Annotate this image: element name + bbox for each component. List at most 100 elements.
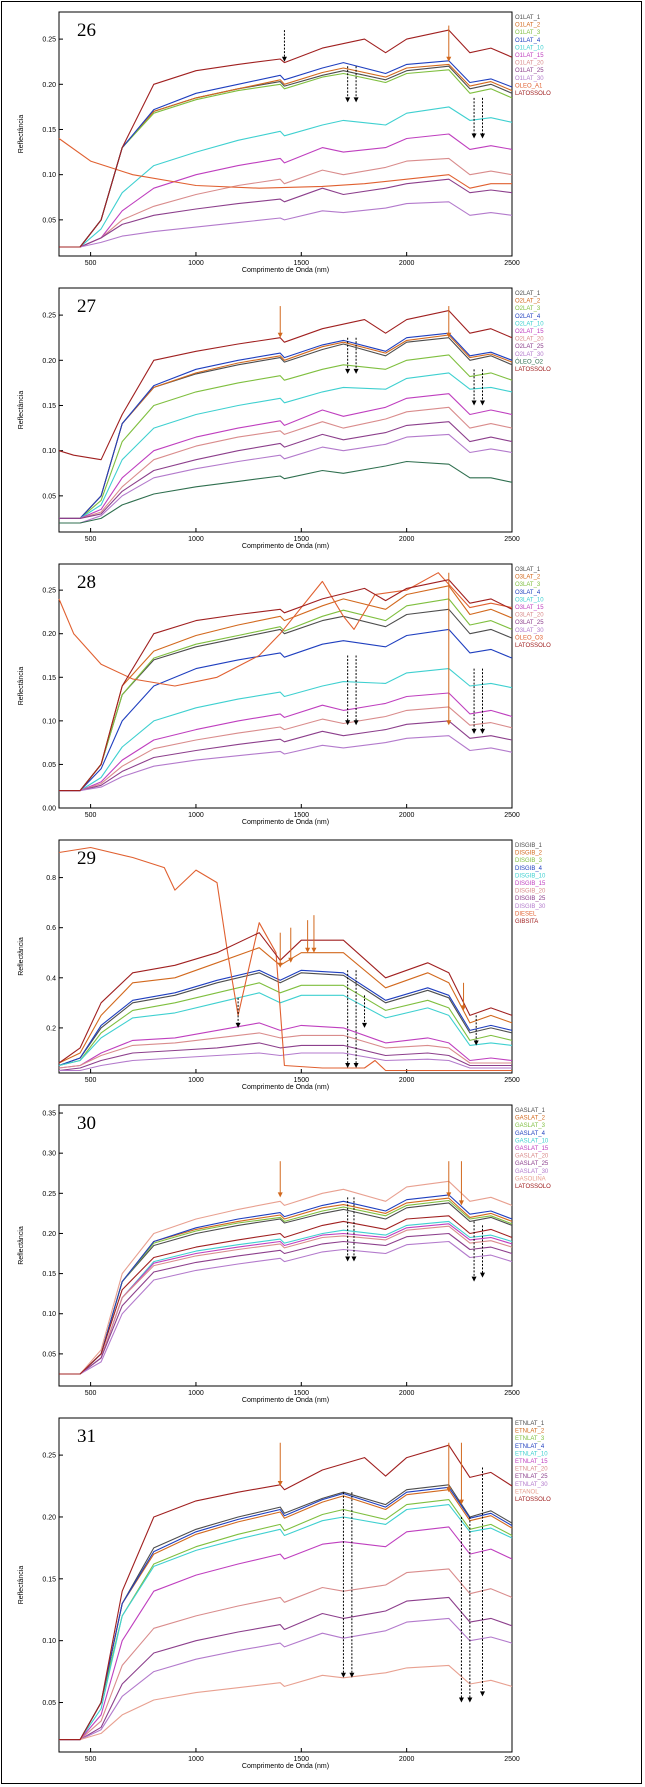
series-line-gaslat_25 <box>59 1234 512 1375</box>
y-tick-label: 0.25 <box>42 313 56 320</box>
legend-entry: GASLAT_2 <box>515 1116 546 1122</box>
y-tick-label: 0.30 <box>42 1151 56 1158</box>
annotation-arrow-head <box>345 1063 350 1068</box>
legend-entry: ETNLAT_2 <box>515 1429 545 1435</box>
legend-entry: O2LAT_15 <box>515 329 544 335</box>
y-tick-label: 0.25 <box>42 1453 56 1460</box>
legend-entry: DISGIB_15 <box>515 881 546 887</box>
y-tick-label: 0.8 <box>46 875 56 882</box>
series-line-o1lat_25 <box>59 179 512 247</box>
legend-entry: ÓLEO_O2 <box>515 358 544 365</box>
annotation-arrow-head <box>480 729 485 734</box>
x-tick-label: 1000 <box>188 260 204 267</box>
legend-entry: DISGIB_10 <box>515 873 546 879</box>
legend-entry: ÓLEO_O3 <box>515 634 544 641</box>
series-line-gaslat_15 <box>59 1224 512 1374</box>
legend-entry: DISGIB_2 <box>515 851 543 857</box>
legend-entry: ETNLAT_20 <box>515 1467 548 1473</box>
y-tick-label: 0.15 <box>42 403 56 410</box>
legend-entry: OLEO_A1 <box>515 83 543 89</box>
x-tick-label: 500 <box>85 1077 97 1084</box>
legend-entry: ETNLAT_15 <box>515 1459 548 1465</box>
legend-entry: O1LAT_25 <box>515 68 544 74</box>
series-line-gaslat_30 <box>59 1242 512 1375</box>
annotation-arrow-head <box>345 97 350 102</box>
series-line-etnlat_1 <box>59 1485 512 1740</box>
annotation-arrow-head <box>341 1673 346 1678</box>
annotation-arrow-head <box>472 729 477 734</box>
annotation-arrow-head <box>278 1192 283 1197</box>
plot-frame <box>59 840 512 1073</box>
x-tick-label: 2500 <box>504 536 520 543</box>
legend-entry: ETNLAT_4 <box>515 1444 545 1450</box>
x-tick-label: 1500 <box>294 1390 310 1397</box>
x-tick-label: 1500 <box>294 1756 310 1763</box>
panel-number-label: 26 <box>77 20 96 41</box>
x-tick-label: 2000 <box>399 1390 415 1397</box>
series-line-disgib_1 <box>59 973 512 1066</box>
chart-31: 500 1000 1500 2000 2500 0.05 0.10 0.15 0.20 0.25 C… <box>7 1412 639 1778</box>
x-tick-label: 2500 <box>504 260 520 267</box>
series-line-disgib_4 <box>59 970 512 1065</box>
y-tick-label: 0.10 <box>42 448 56 455</box>
chart-30: 500 1000 1500 2000 25000.050.100.150.200.250… <box>7 1099 639 1412</box>
series-line-gasolina <box>59 1181 512 1374</box>
series-line-disgib_20 <box>59 1033 512 1068</box>
y-tick-label: 0.05 <box>42 1351 56 1358</box>
x-tick-label: 2000 <box>399 1756 415 1763</box>
legend-entry: O2LAT_4 <box>515 314 541 320</box>
x-axis-label: Comprimento de Onda (nm) <box>242 543 329 550</box>
legend-entry: O3LAT_3 <box>515 582 541 588</box>
annotation-arrow-head <box>278 333 283 338</box>
x-tick-label: 2500 <box>504 1077 520 1084</box>
series-line-oleo_a1 <box>59 139 512 189</box>
y-axis-label: Reflectância <box>18 667 25 706</box>
annotation-arrow-head <box>278 963 283 968</box>
x-tick-label: 1000 <box>188 536 204 543</box>
y-tick-label: 0.15 <box>42 675 56 682</box>
legend-entry: ETNLAT_1 <box>515 1421 545 1427</box>
x-axis-label: Comprimento de Onda (nm) <box>242 1084 329 1091</box>
series-line-gaslat_1 <box>59 1203 512 1374</box>
legend-entry: GASLAT_20 <box>515 1154 549 1160</box>
x-tick-label: 500 <box>85 536 97 543</box>
x-tick-label: 1500 <box>294 812 310 819</box>
legend-entry: O3LAT_30 <box>515 628 544 634</box>
legend-entry: GASLAT_25 <box>515 1161 549 1167</box>
series-line-o1lat_10 <box>59 107 512 247</box>
y-axis-label: Reflectância <box>18 937 25 976</box>
panel-number-label: 31 <box>77 1426 96 1447</box>
legend-entry: ETNLAT_3 <box>515 1436 545 1442</box>
legend-entry: O2LAT_3 <box>515 306 541 312</box>
legend-entry: GASOLINA <box>515 1176 546 1182</box>
annotation-arrow-head <box>480 1691 485 1696</box>
x-tick-label: 500 <box>85 260 97 267</box>
series-line-gaslat_10 <box>59 1221 512 1374</box>
legend-entry: LATOSSOLO <box>515 643 551 649</box>
y-tick-label: 0.05 <box>42 762 56 769</box>
legend-entry: O2LAT_2 <box>515 299 541 305</box>
y-tick-label: 0.10 <box>42 172 56 179</box>
x-tick-label: 1000 <box>188 812 204 819</box>
x-tick-label: 1000 <box>188 1077 204 1084</box>
y-tick-label: 0.10 <box>42 718 56 725</box>
legend-entry: O3LAT_15 <box>515 605 544 611</box>
y-tick-label: 0.35 <box>42 1111 56 1118</box>
y-tick-label: 0.20 <box>42 82 56 89</box>
series-line-disgib_3 <box>59 983 512 1066</box>
legend-entry: O2LAT_25 <box>515 344 544 350</box>
y-tick-label: 0.25 <box>42 37 56 44</box>
legend-entry: O3LAT_4 <box>515 590 541 596</box>
x-tick-label: 1500 <box>294 536 310 543</box>
legend-entry: O2LAT_20 <box>515 337 544 343</box>
y-axis-label: Reflectância <box>18 115 25 154</box>
series-line-etnlat_15 <box>59 1527 512 1740</box>
y-tick-label: 0.2 <box>46 1025 56 1032</box>
y-tick-label: 0.15 <box>42 1271 56 1278</box>
x-axis-label: Comprimento de Onda (nm) <box>242 819 329 826</box>
legend-entry: LATOSSOLO <box>515 367 551 373</box>
panel-number-label: 27 <box>77 296 96 317</box>
panel-number-label: 30 <box>77 1113 96 1134</box>
panel-number-label: 29 <box>77 848 96 869</box>
